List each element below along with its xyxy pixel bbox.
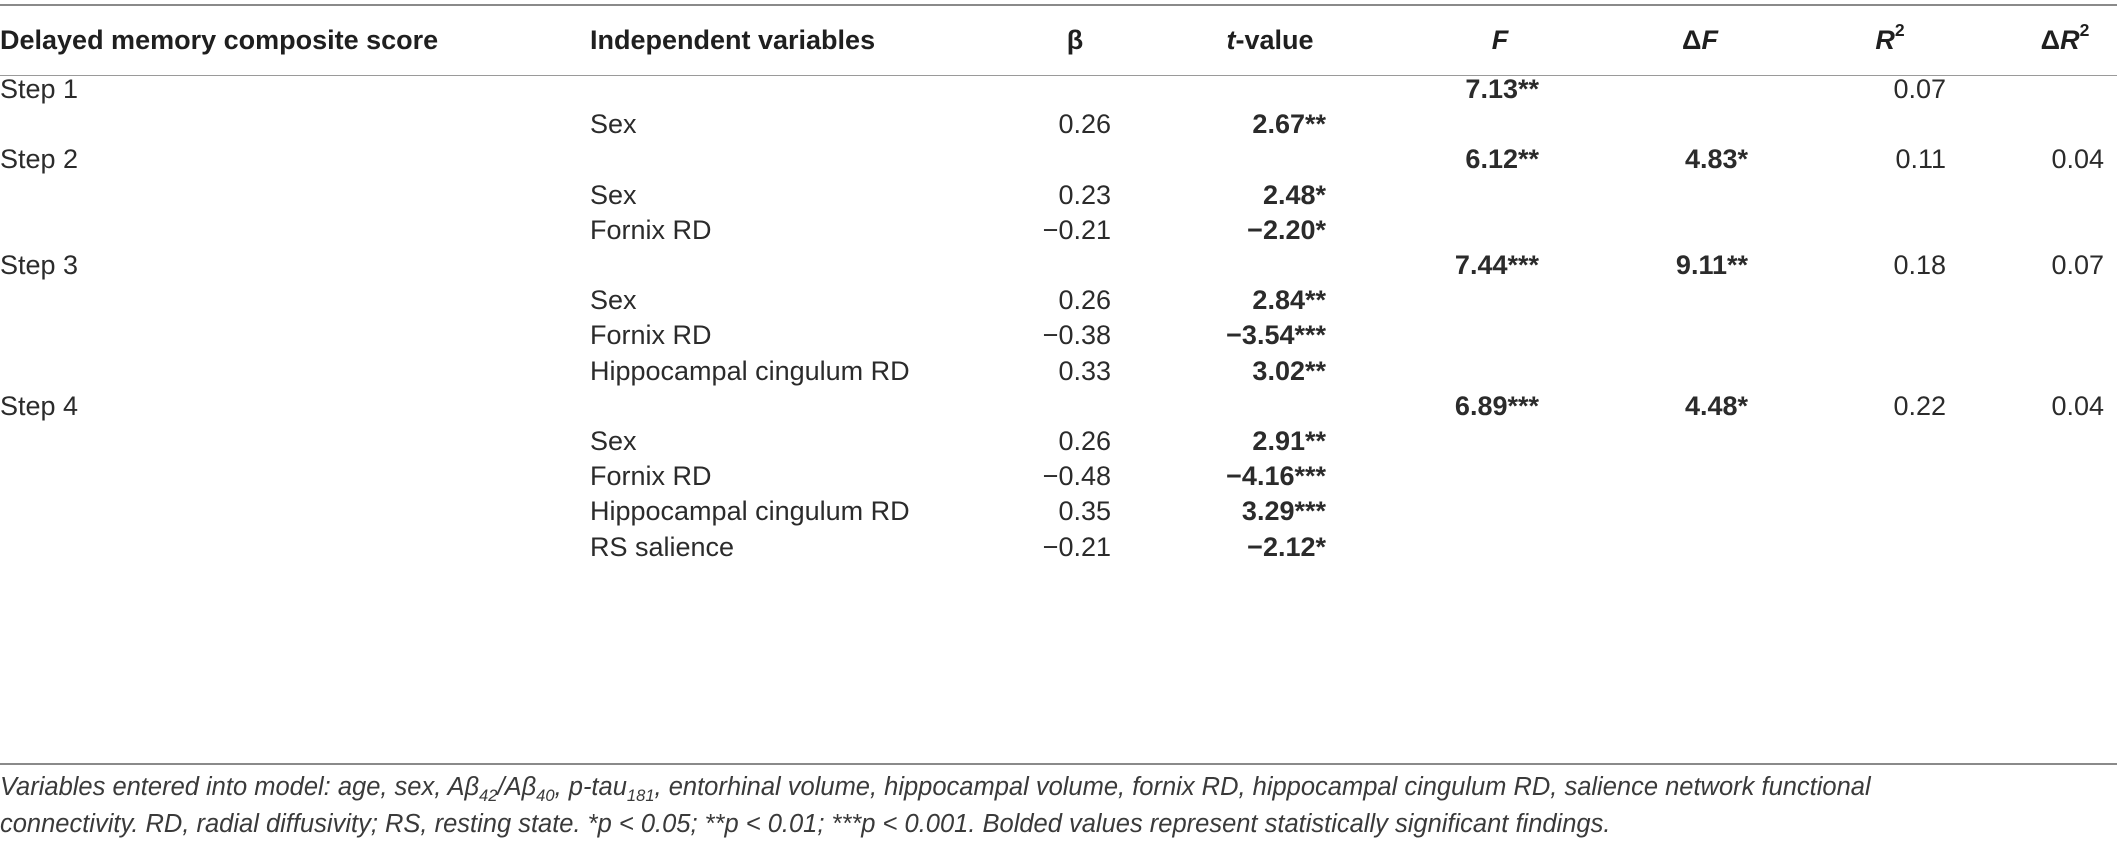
step-R2-value: 0.18 xyxy=(1893,250,1946,280)
step-delta-F-value: 9.11** xyxy=(1675,250,1748,280)
t-value: 2.67** xyxy=(1252,109,1326,140)
footnote-line1-sub1: 42 xyxy=(479,786,498,806)
header-delta-F-var: F xyxy=(1701,25,1718,55)
header-beta: β xyxy=(1066,25,1084,55)
variable-name: RS salience xyxy=(590,531,735,562)
step-label: Step 4 xyxy=(0,390,79,421)
header-delta-F-symbol: Δ xyxy=(1682,25,1702,55)
variable-name: Sex xyxy=(590,426,637,456)
header-delta-R2: ΔR2 xyxy=(2020,22,2110,58)
header-t-rest: -value xyxy=(1235,25,1314,55)
step-F-value: 6.89*** xyxy=(1454,390,1539,421)
table-top-rule xyxy=(0,4,2117,6)
beta-value: −0.48 xyxy=(1042,461,1111,492)
variable-name: Fornix RD xyxy=(590,214,712,245)
footnote-line1-a: Variables entered into model: age, sex, … xyxy=(0,773,480,801)
step-delta-R2-value: 0.07 xyxy=(2051,250,2104,280)
t-value: 3.29*** xyxy=(1241,496,1326,527)
step-delta-F-value: 4.83* xyxy=(1684,144,1748,175)
step-label: Step 3 xyxy=(0,250,79,280)
header-t-italic: t xyxy=(1226,25,1236,55)
header-delta-R2-var: R xyxy=(2060,25,2080,55)
step-F-value: 7.44*** xyxy=(1454,250,1539,280)
step-R2-value: 0.07 xyxy=(1893,74,1946,104)
variable-name: Fornix RD xyxy=(590,461,712,492)
header-rule xyxy=(0,75,2117,76)
header-F: F xyxy=(1491,25,1509,55)
t-value: 2.48* xyxy=(1262,179,1326,210)
step-delta-R2-value: 0.04 xyxy=(2051,390,2104,421)
variable-name: Sex xyxy=(590,285,637,316)
variable-name: Sex xyxy=(590,179,637,210)
header-independent: Independent variables xyxy=(590,25,876,55)
beta-value: 0.35 xyxy=(1058,496,1111,527)
footnote-line1-sub2: 40 xyxy=(536,786,555,806)
variable-name: Hippocampal cingulum RD xyxy=(590,355,910,386)
step-label: Step 1 xyxy=(0,74,79,104)
t-value: −4.16*** xyxy=(1226,461,1326,492)
variable-name: Hippocampal cingulum RD xyxy=(590,496,910,527)
table-bottom-rule xyxy=(0,763,2117,765)
table-footnote: Variables entered into model: age, sex, … xyxy=(0,769,2110,843)
beta-value: −0.21 xyxy=(1042,531,1111,562)
step-label: Step 2 xyxy=(0,144,79,175)
header-R2: R2 xyxy=(1855,22,1925,58)
step-R2-value: 0.22 xyxy=(1893,390,1946,421)
footnote-line1-sub3: 181 xyxy=(626,786,655,806)
beta-value: 0.26 xyxy=(1058,109,1111,140)
header-t-value: t-value xyxy=(1195,22,1345,58)
t-value: −2.12* xyxy=(1247,531,1326,562)
beta-value: −0.21 xyxy=(1042,214,1111,245)
header-delta-R2-sup: 2 xyxy=(2079,20,2090,41)
t-value: −2.20* xyxy=(1247,214,1326,245)
step-delta-R2-value: 0.04 xyxy=(2051,144,2104,175)
beta-value: 0.26 xyxy=(1058,426,1111,456)
step-F-value: 7.13** xyxy=(1465,74,1539,104)
footnote-line1-b: /Aβ xyxy=(497,773,537,801)
t-value: 2.91** xyxy=(1252,426,1326,456)
beta-value: 0.26 xyxy=(1058,285,1111,316)
step-F-value: 6.12** xyxy=(1465,144,1539,175)
t-value: 2.84** xyxy=(1252,285,1326,316)
variable-name: Sex xyxy=(590,109,637,140)
header-delta-R2-symbol: Δ xyxy=(2040,25,2061,55)
footnote-line1-d: , entorhinal volume, hippocampal volume,… xyxy=(654,773,1871,801)
beta-value: 0.23 xyxy=(1058,179,1111,210)
footnote-line-1: Variables entered into model: age, sex, … xyxy=(0,769,2110,806)
beta-value: 0.33 xyxy=(1058,355,1111,386)
step-delta-F-value: 4.48* xyxy=(1684,390,1748,421)
step-R2-value: 0.11 xyxy=(1895,144,1946,175)
header-dependent: Delayed memory composite score xyxy=(0,25,439,55)
header-delta-F: ΔF xyxy=(1665,22,1735,58)
t-value: 3.02** xyxy=(1252,355,1326,386)
header-R2-sup: 2 xyxy=(1894,20,1905,41)
t-value: −3.54*** xyxy=(1226,320,1326,351)
variable-name: Fornix RD xyxy=(590,320,712,351)
header-R2-var: R xyxy=(1875,25,1895,55)
beta-value: −0.38 xyxy=(1042,320,1111,351)
footnote-line-2: connectivity. RD, radial diffusivity; RS… xyxy=(0,810,1611,838)
footnote-line1-c: , p-tau xyxy=(554,773,627,801)
